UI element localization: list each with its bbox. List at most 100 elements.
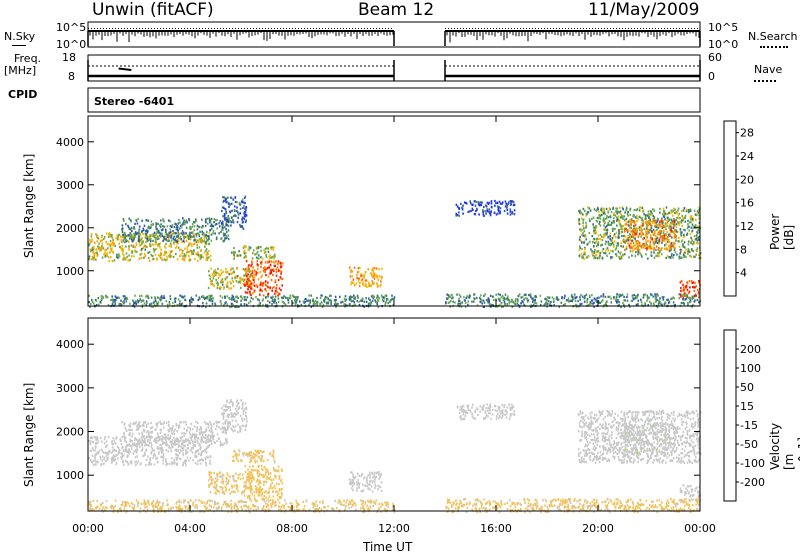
rti-cell xyxy=(594,256,597,260)
rti-cell xyxy=(243,296,246,299)
rti-cell xyxy=(256,271,259,274)
rti-cell xyxy=(636,230,638,233)
rti-cell xyxy=(219,220,221,223)
rti-cell xyxy=(595,231,598,234)
rti-cell xyxy=(200,427,202,430)
rti-cell xyxy=(629,226,631,229)
rti-cell xyxy=(121,252,124,255)
rti-cell xyxy=(200,430,203,433)
rti-cell xyxy=(511,210,513,214)
rti-cell xyxy=(221,407,223,410)
rti-cell xyxy=(141,219,143,222)
rti-cell xyxy=(190,235,192,238)
rti-cell xyxy=(230,202,233,205)
rti-cell xyxy=(579,211,582,214)
rti-cell xyxy=(118,449,121,452)
rti-cell xyxy=(640,245,643,249)
rti-cell xyxy=(196,246,198,249)
rti-cell xyxy=(624,248,626,252)
rti-cell xyxy=(599,217,602,220)
rti-cell xyxy=(245,209,247,212)
rti-cell xyxy=(274,289,277,293)
rti-cell xyxy=(590,248,592,251)
rti-cell xyxy=(275,287,278,290)
rti-cell xyxy=(120,456,122,459)
rti-cell xyxy=(369,302,372,305)
rti-cell xyxy=(110,457,113,460)
rti-cell xyxy=(236,405,238,408)
rti-cell xyxy=(662,296,665,299)
rti-cell xyxy=(628,243,630,246)
rti-cell xyxy=(512,300,514,303)
rti-cell xyxy=(591,235,594,238)
rti-cell xyxy=(234,251,236,254)
rti-cell xyxy=(450,293,453,296)
rti-cell xyxy=(381,275,383,279)
rti-cell xyxy=(151,449,154,452)
rti-cell xyxy=(641,229,643,232)
rti-cell xyxy=(153,303,156,307)
rti-cell xyxy=(194,440,197,443)
rti-cell xyxy=(607,236,609,239)
rti-cell xyxy=(94,453,96,456)
rti-cell xyxy=(186,456,189,459)
rti-cell xyxy=(125,440,128,443)
rti-cell xyxy=(149,427,152,430)
rti-cell xyxy=(190,242,192,245)
rti-cell xyxy=(501,201,504,204)
rti-cell xyxy=(660,253,663,256)
rti-cell xyxy=(692,226,694,229)
rti-cell xyxy=(144,232,147,235)
rti-cell xyxy=(173,242,175,245)
rti-cell xyxy=(374,300,377,303)
rti-cell xyxy=(315,302,318,305)
rti-cell xyxy=(207,437,209,440)
rti-cell xyxy=(556,296,558,299)
rti-cell xyxy=(450,297,453,300)
rti-cell xyxy=(105,232,108,235)
rti-cell xyxy=(88,257,90,260)
rti-cell xyxy=(642,209,644,212)
rti-cell xyxy=(682,286,685,289)
rti-cell xyxy=(123,298,126,301)
rti-cell xyxy=(585,226,587,229)
rti-cell xyxy=(218,222,220,225)
rti-cell xyxy=(211,425,213,428)
rti-cell xyxy=(191,441,194,444)
rti-cell xyxy=(292,302,294,305)
rti-cell xyxy=(219,427,222,431)
rti-cell xyxy=(658,299,660,302)
rti-cell xyxy=(617,242,620,245)
rti-cell xyxy=(250,297,253,300)
rti-cell xyxy=(675,211,677,214)
rti-cell xyxy=(213,270,215,273)
rti-cell xyxy=(662,231,665,234)
rti-cell xyxy=(656,228,658,232)
rti-cell xyxy=(354,296,357,299)
rti-cell xyxy=(284,303,287,306)
rti-cell xyxy=(225,438,227,441)
rti-cell xyxy=(186,428,188,431)
rti-cell xyxy=(360,273,362,276)
rti-cell xyxy=(561,297,563,300)
rti-cell xyxy=(182,452,184,455)
rti-cell xyxy=(185,232,187,235)
rti-cell xyxy=(133,302,136,305)
rti-cell xyxy=(580,293,582,296)
rti-cell xyxy=(215,271,218,274)
rti-cell xyxy=(129,258,132,261)
rti-cell xyxy=(623,305,626,308)
rti-cell xyxy=(221,412,223,415)
rti-cell xyxy=(118,302,120,305)
rti-cell xyxy=(165,300,168,303)
rti-cell xyxy=(532,303,535,306)
rti-cell xyxy=(380,283,382,287)
rti-cell xyxy=(135,302,138,306)
rti-cell xyxy=(246,296,249,299)
rti-cell xyxy=(198,233,200,236)
rti-cell xyxy=(190,447,193,450)
rti-cell xyxy=(111,458,114,461)
rti-cell xyxy=(144,245,147,248)
rti-cell xyxy=(249,300,252,303)
rti-cell xyxy=(671,252,673,255)
